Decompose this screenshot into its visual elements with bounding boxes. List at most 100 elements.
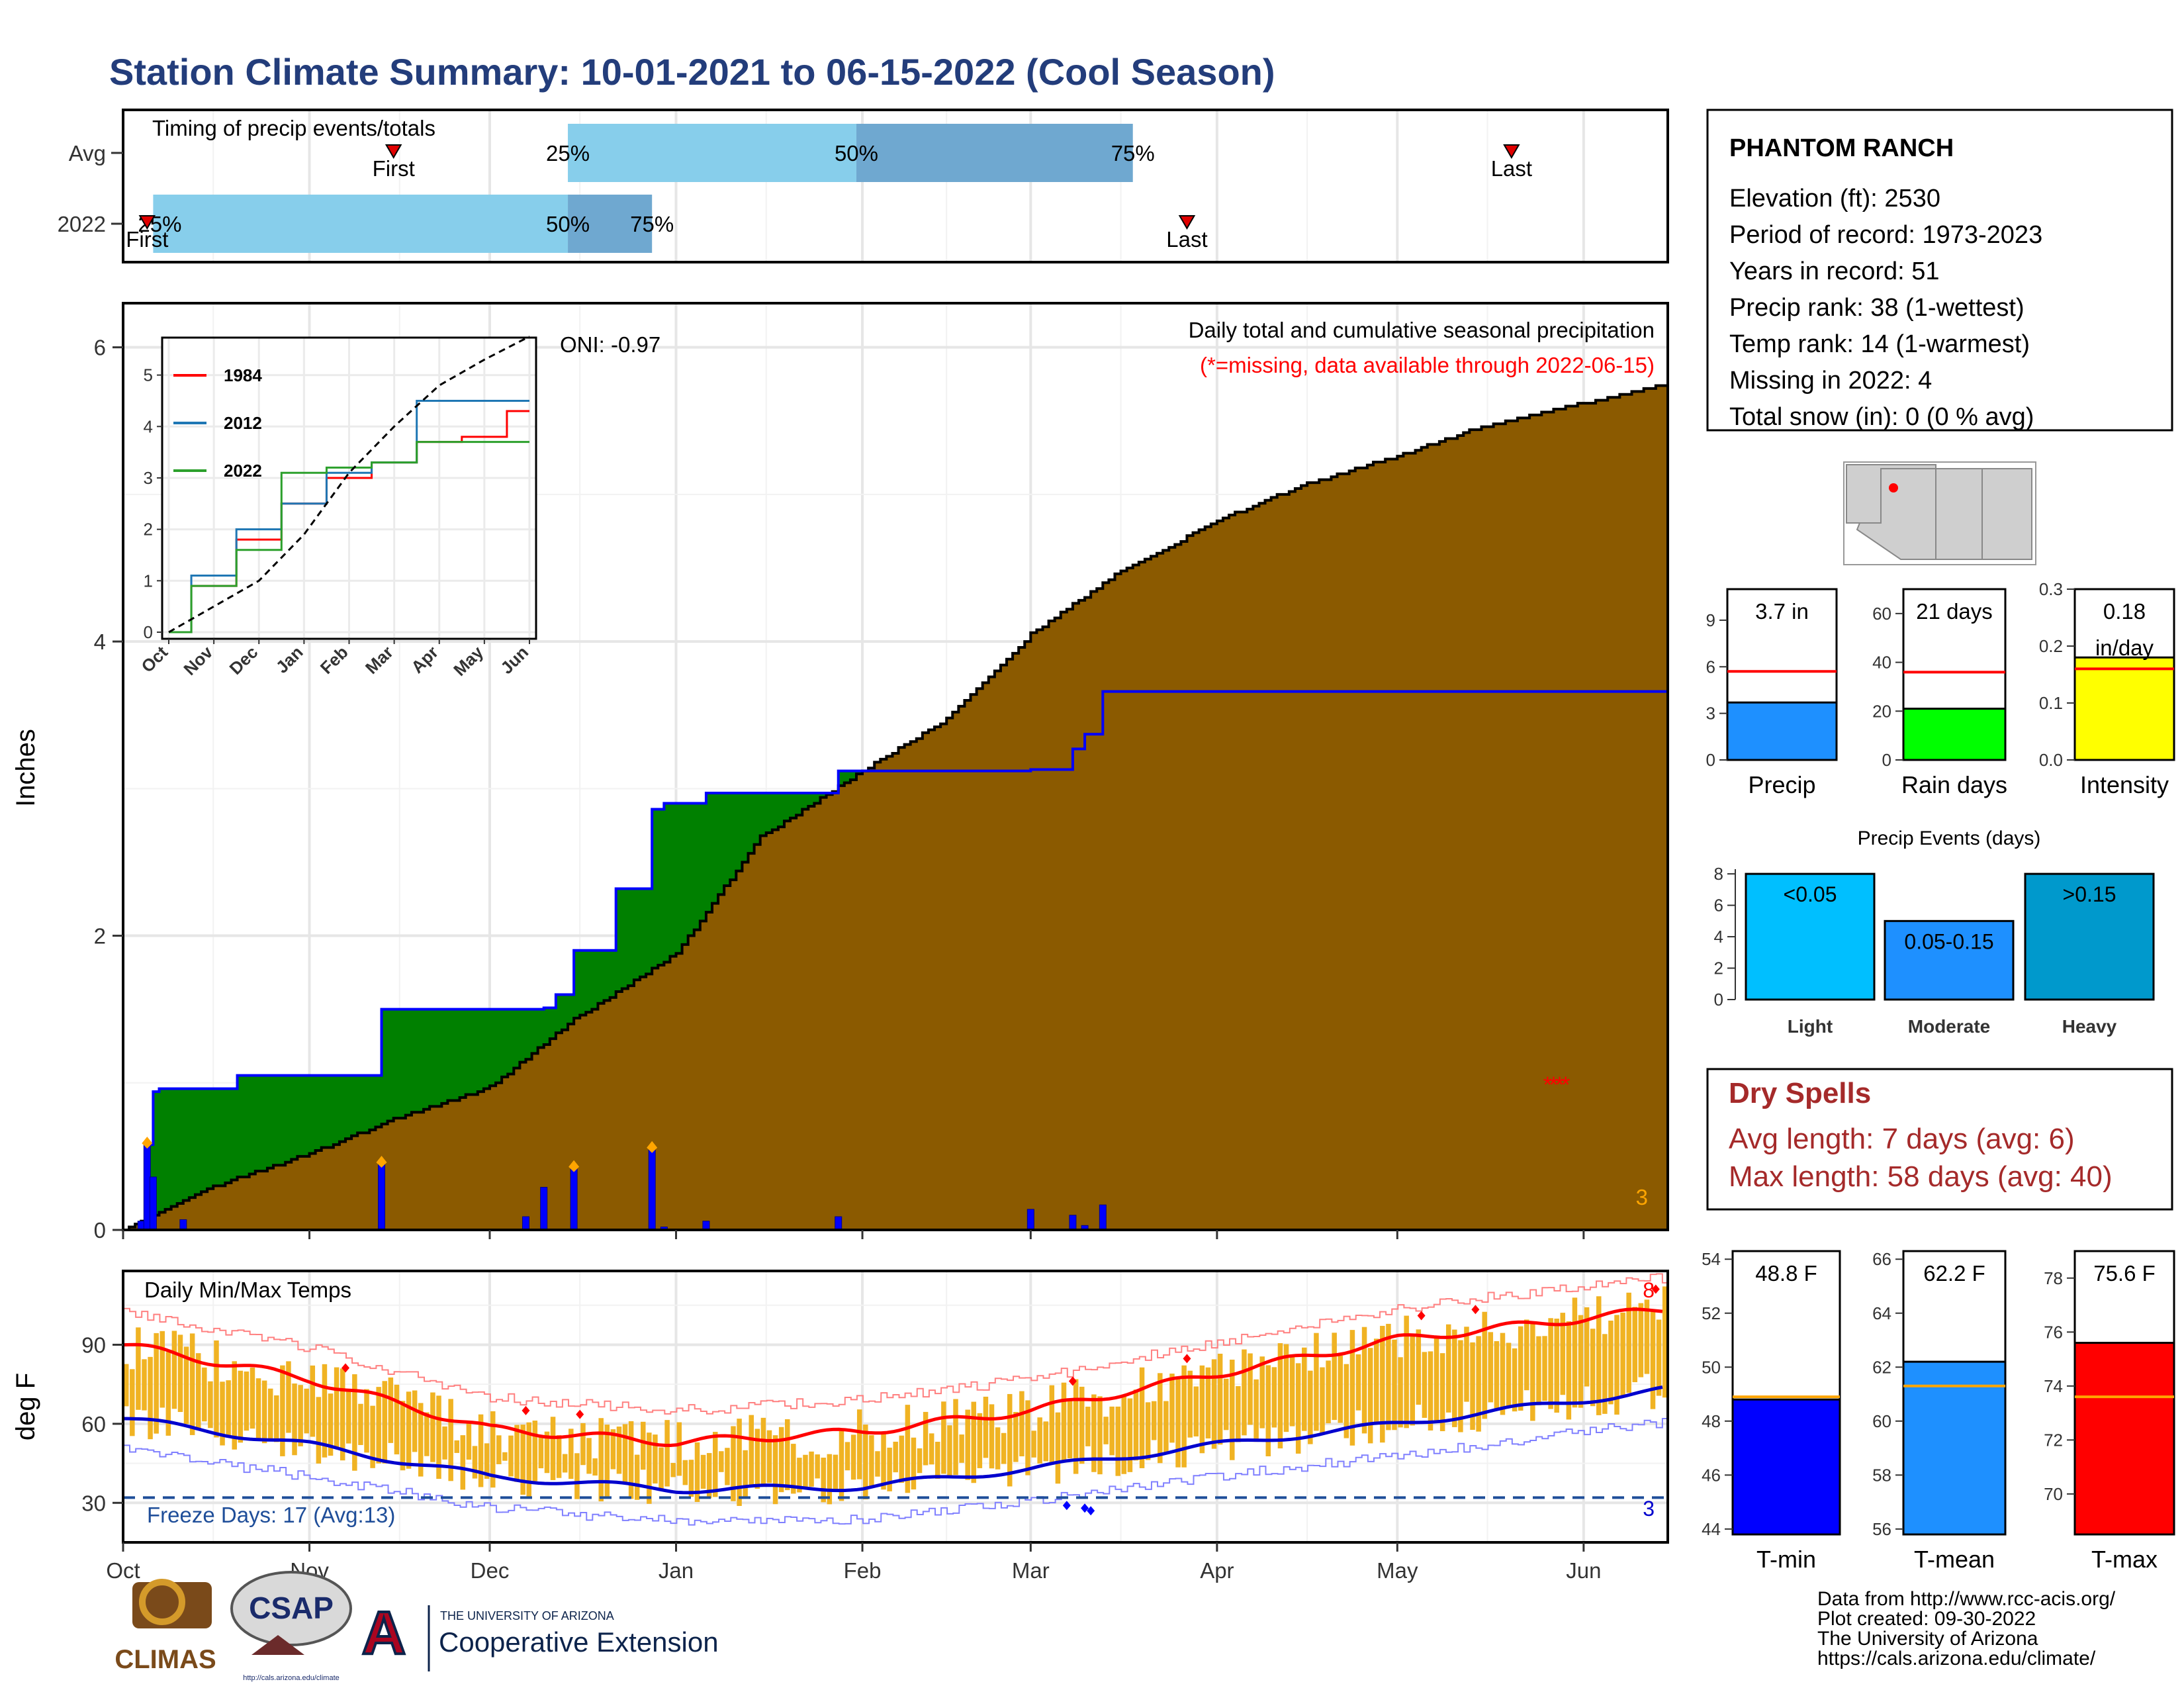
- y2022-last-label: Last: [1166, 227, 1207, 252]
- temp-day-bar-40: [364, 1389, 369, 1453]
- y2022-timing-bar-dark: [568, 195, 653, 253]
- temp-day-bar-177: [1187, 1370, 1193, 1438]
- temp-day-bar-70: [544, 1431, 550, 1474]
- temp-day-bar-155: [1055, 1412, 1061, 1484]
- events-bars: 0 2 4 6 8 <0.05 Light 0.05-0.15 Moderate >0.15 Hea…: [1714, 864, 2155, 1037]
- temp-day-bar-76: [580, 1423, 586, 1466]
- events-ytick-label-0: 0: [1714, 990, 1723, 1009]
- temp-day-bar-71: [550, 1417, 556, 1480]
- mini-value-label: 75.6 F: [2093, 1261, 2156, 1286]
- avg-p25-label: 25%: [546, 141, 590, 165]
- temp-day-bar-116: [821, 1458, 826, 1503]
- temp-day-bar-30: [304, 1388, 309, 1434]
- temp-day-bar-241: [1572, 1297, 1578, 1408]
- inset-series: [168, 336, 530, 633]
- temp-day-bar-222: [1458, 1340, 1463, 1432]
- temp-day-bar-65: [514, 1425, 520, 1482]
- rain-days-mini-chart: 0 20 40 60 21 days Rain days: [1872, 588, 2007, 798]
- daily-precip-bar-8: [648, 1149, 656, 1231]
- temp-day-bar-104: [749, 1415, 754, 1486]
- temp-day-bar-194: [1289, 1354, 1295, 1427]
- temp-day-bar-7: [165, 1352, 171, 1436]
- temp-day-bar-157: [1067, 1399, 1073, 1459]
- temp-day-bar-103: [743, 1450, 748, 1499]
- temp-day-bar-17: [226, 1380, 231, 1436]
- temp-day-bar-245: [1596, 1296, 1602, 1415]
- mini-ytick-label-1: 72: [2044, 1430, 2063, 1450]
- mini-ytick-label-3: 60: [1872, 604, 1891, 624]
- temp-day-bar-5: [154, 1333, 159, 1434]
- temp-day-bar-179: [1199, 1365, 1205, 1454]
- temp-x-axis: Oct Nov Dec Jan Feb Mar Apr May Jun: [106, 1542, 1601, 1583]
- mini-ytick-label-4: 64: [1872, 1303, 1891, 1323]
- events-title: Precip Events (days): [1858, 827, 2041, 849]
- temp-day-bar-221: [1452, 1329, 1457, 1427]
- missing-asterisk-2: *: [1555, 1072, 1564, 1098]
- temp-day-bar-117: [827, 1454, 833, 1505]
- temp-ylabel: deg F: [11, 1373, 40, 1440]
- temp-day-bar-57: [466, 1422, 472, 1460]
- temp-day-bar-149: [1019, 1391, 1024, 1457]
- inset-ytick-label-2: 2: [144, 520, 153, 539]
- temp-day-bar-85: [634, 1454, 640, 1500]
- temp-day-bar-251: [1632, 1307, 1638, 1383]
- temp-y-axis: 30 60 90: [81, 1333, 123, 1515]
- daily-precip-record-marker-7: [569, 1160, 580, 1172]
- temp-day-bar-37: [346, 1389, 351, 1444]
- temp-day-bar-3: [142, 1359, 147, 1411]
- inset-legend-label-2022: 2022: [224, 461, 262, 481]
- mini-ytick-label-3: 0.3: [2039, 579, 2063, 599]
- mini-value-bar: [1731, 1398, 1841, 1536]
- temp-day-bar-127: [887, 1447, 892, 1491]
- temp-day-bar-212: [1398, 1357, 1403, 1428]
- temp-day-bar-0: [124, 1364, 129, 1407]
- daily-precip-bar-13: [1069, 1215, 1077, 1231]
- temp-day-bar-82: [616, 1427, 622, 1474]
- dry-spells-box: Dry Spells Avg length: 7 days (avg: 6) M…: [1706, 1068, 2173, 1211]
- record-low-marker-1: [1081, 1503, 1089, 1513]
- daily-precip-bar-3: [179, 1219, 187, 1231]
- temp-day-bar-55: [454, 1440, 459, 1453]
- temp-day-bar-239: [1560, 1313, 1566, 1395]
- temp-day-bar-84: [628, 1421, 634, 1499]
- temp-day-bar-105: [754, 1429, 760, 1489]
- temp-day-bar-133: [923, 1411, 929, 1466]
- station-location-dot: [1889, 483, 1898, 492]
- temp-day-bar-232: [1518, 1326, 1524, 1411]
- record-min-line: [124, 1417, 1668, 1526]
- temp-day-bar-198: [1314, 1333, 1319, 1431]
- climas-logo-sun: [139, 1579, 185, 1625]
- climas-logo: CLIMAS: [114, 1579, 216, 1674]
- temp-day-bar-202: [1338, 1355, 1343, 1423]
- temp-day-bar-139: [959, 1434, 964, 1463]
- temp-day-bar-28: [292, 1383, 297, 1456]
- daily-precip-bar-12: [1026, 1209, 1034, 1231]
- temp-day-bar-75: [574, 1453, 580, 1499]
- climas-logo-text: CLIMAS: [114, 1645, 216, 1674]
- temp-day-bar-122: [856, 1409, 862, 1479]
- temp-day-bar-20: [244, 1371, 250, 1431]
- temp-day-bar-135: [935, 1442, 940, 1479]
- daily-precip-bar-2: [149, 1176, 157, 1231]
- precip-y-axis: 0 2 4 6: [94, 336, 123, 1243]
- average-min-line: [123, 1385, 1663, 1495]
- temp-day-bar-25: [274, 1395, 279, 1442]
- station-line-period: Period of record: 1973-2023: [1729, 221, 2042, 249]
- temp-day-bar-53: [442, 1426, 447, 1460]
- temp-day-bar-181: [1211, 1359, 1217, 1449]
- mini-ytick-label-3: 50: [1702, 1357, 1721, 1377]
- temp-day-bar-74: [569, 1429, 574, 1479]
- temp-day-bar-42: [376, 1387, 381, 1464]
- temp-day-bar-8: [171, 1331, 177, 1409]
- inset-ytick-label-3: 3: [144, 468, 153, 488]
- precip-ytick-label-1: 2: [94, 924, 106, 949]
- oni-label: ONI: -0.97: [560, 332, 660, 357]
- temp-day-bar-148: [1013, 1412, 1019, 1462]
- footer-line-data: Data from http://www.rcc-acis.org/: [1817, 1588, 2116, 1610]
- temp-day-bar-27: [286, 1361, 291, 1433]
- temp-day-bar-119: [839, 1430, 844, 1501]
- temp-day-bar-90: [664, 1420, 670, 1487]
- temp-day-bar-115: [815, 1454, 820, 1479]
